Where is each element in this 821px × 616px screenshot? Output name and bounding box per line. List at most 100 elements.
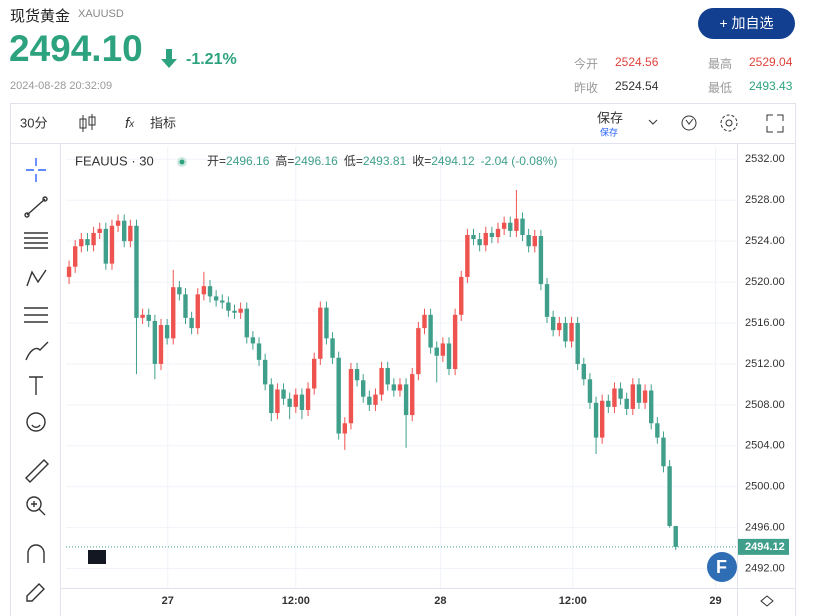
candle-body <box>164 325 170 339</box>
candle-body <box>403 384 409 416</box>
change-value: -2.04 (-0.08%) <box>481 154 558 168</box>
y-tick-label: 2528.00 <box>745 194 785 206</box>
candle-body <box>275 389 280 414</box>
candle-body <box>244 308 249 338</box>
candle-body <box>477 239 482 246</box>
candle-body <box>348 369 354 424</box>
candle-body <box>85 239 90 246</box>
indicators-button[interactable]: 指标 <box>150 115 176 130</box>
candle-body <box>544 284 550 317</box>
stat-value: 2529.04 <box>749 55 793 69</box>
candle-body <box>287 398 292 407</box>
candle-body <box>269 384 274 414</box>
candle-body <box>183 294 188 318</box>
candle-body <box>575 322 580 364</box>
fx-icon: fx <box>125 115 135 132</box>
interval-button[interactable]: 30分 <box>20 115 47 130</box>
alert-icon[interactable] <box>681 115 697 131</box>
down-arrow <box>161 49 177 68</box>
candle-body <box>599 400 605 438</box>
x-tick-label: 12:00 <box>559 595 587 607</box>
settings-corner[interactable] <box>760 595 774 607</box>
chart-frame <box>10 103 796 616</box>
candle-body <box>557 322 562 331</box>
candle-body <box>336 357 341 434</box>
candle-body <box>293 394 298 407</box>
x-tick-label: 12:00 <box>282 595 310 607</box>
candle-body <box>330 338 335 358</box>
candle-body <box>232 310 237 313</box>
candle-type-button[interactable] <box>79 114 96 132</box>
ohlc-value: 2494.12 <box>431 154 475 168</box>
candle-body <box>311 358 317 389</box>
candle-body <box>189 317 194 329</box>
candle-body <box>410 374 415 416</box>
candle-body <box>226 302 231 311</box>
candle-body <box>361 380 366 397</box>
candle-body <box>624 398 629 409</box>
candle-body <box>434 347 439 356</box>
y-tick-label: 2512.00 <box>745 358 785 370</box>
candle-body <box>195 294 200 329</box>
candle-body <box>618 388 623 399</box>
fullscreen-icon[interactable] <box>766 114 784 133</box>
candle-body <box>373 394 378 405</box>
save-button[interactable]: 保存 <box>597 110 623 125</box>
candle-body <box>379 368 384 395</box>
y-tick-label: 2520.00 <box>745 276 785 288</box>
ohlc-label: 低= <box>344 154 363 168</box>
candle-body <box>342 423 348 434</box>
candle-body <box>201 286 207 295</box>
candle-body <box>122 220 127 242</box>
candle-body <box>115 220 121 226</box>
candle-body <box>213 296 219 301</box>
candle-body <box>171 287 176 339</box>
candle-body <box>281 389 286 399</box>
add-watchlist-button[interactable]: + 加自选 <box>698 8 795 39</box>
candle-body <box>318 307 323 359</box>
candle-body <box>465 234 470 277</box>
candle-body <box>250 337 256 344</box>
candle-body <box>146 314 151 321</box>
y-tick-label: 2492.00 <box>745 562 785 574</box>
candle-body <box>385 368 390 385</box>
stat-label: 昨收 <box>574 81 599 95</box>
candle-body <box>501 222 507 229</box>
candle-body <box>569 322 574 342</box>
stat-label: 最低 <box>708 81 733 95</box>
y-tick-label: 2508.00 <box>745 399 785 411</box>
candle-body <box>354 369 360 381</box>
candle-body <box>220 300 225 303</box>
candle-body <box>97 228 102 233</box>
save-sub: 保存 <box>600 126 618 137</box>
candle-body <box>66 266 72 277</box>
y-tick-label: 2496.00 <box>745 522 785 534</box>
candle-body <box>581 363 587 380</box>
candle-body <box>367 396 372 405</box>
candle-body <box>391 384 397 391</box>
candle-body <box>593 402 599 438</box>
candle-body <box>508 222 513 231</box>
candle-body <box>642 390 648 403</box>
drawing-tools[interactable] <box>24 158 49 602</box>
candle-body <box>471 234 476 240</box>
candle-body <box>459 276 464 315</box>
candle-body <box>532 236 537 247</box>
stat-label: 今开 <box>574 57 599 71</box>
plot-area: 2492.00 2496.00 2500.00 2504.00 2508.00 2512.… <box>61 144 795 616</box>
stat-value: 2524.54 <box>615 79 659 93</box>
stat-value: 2524.56 <box>615 55 659 69</box>
stat-label: 最高 <box>708 57 733 71</box>
candle-body <box>630 384 636 409</box>
x-tick-label: 28 <box>434 595 446 607</box>
dropdown-icon[interactable] <box>648 119 658 125</box>
candle-body <box>550 316 556 331</box>
settings-icon[interactable] <box>720 114 738 132</box>
candle-body <box>649 390 654 424</box>
candle-body <box>397 384 403 391</box>
candle-body <box>158 325 164 364</box>
tv-logo <box>88 550 106 564</box>
ohlc-label: 开= <box>207 154 226 168</box>
candle-body <box>152 320 158 364</box>
